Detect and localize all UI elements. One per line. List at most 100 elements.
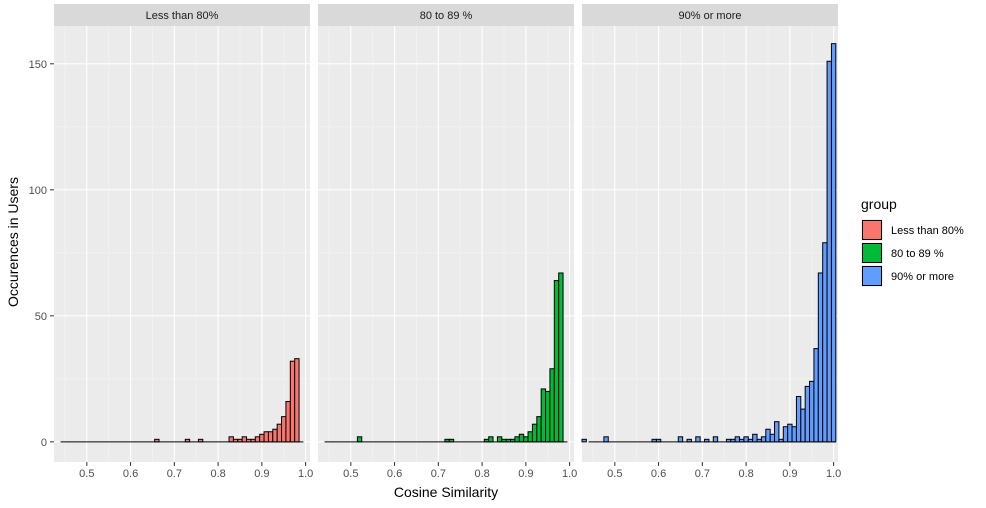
panel-1: Less than 80% 0.5 0.6 0.7 0.8 0.9 1.0 — [54, 4, 313, 480]
x-tick-label: 0.7 — [431, 468, 446, 480]
histogram-bar — [276, 423, 283, 443]
histogram-bar — [787, 423, 793, 443]
histogram-bar — [752, 433, 758, 443]
x-tick-label: 0.5 — [343, 468, 358, 480]
y-tick-label: 50 — [35, 311, 47, 323]
y-axis-title: Occurences in Users — [5, 177, 21, 307]
histogram-bar — [769, 433, 776, 443]
histogram-bar — [778, 438, 784, 443]
histogram-bar — [730, 438, 736, 443]
histogram-bar — [540, 388, 547, 443]
x-tick-label: 0.9 — [254, 468, 269, 480]
x-tick-label: 0.6 — [651, 468, 666, 480]
legend: group Less than 80% 80 to 89 % 90% or more — [861, 196, 964, 287]
histogram-bar — [603, 436, 609, 443]
histogram-bar — [695, 436, 701, 443]
histogram-bar — [677, 436, 684, 443]
x-tick-label: 0.8 — [210, 468, 225, 480]
histogram-bar — [725, 438, 732, 443]
histogram-bar — [197, 438, 204, 443]
histogram-bar — [505, 438, 512, 443]
histogram-bar — [232, 438, 239, 443]
x-tick-label: 0.9 — [782, 468, 797, 480]
legend-item: Less than 80% — [861, 219, 964, 241]
histogram-bar — [712, 436, 719, 443]
panel-3: 90% or more 0.5 0.6 0.7 0.8 0.9 1.0 — [581, 4, 841, 480]
x-tick-label: 0.6 — [387, 468, 402, 480]
histogram-bar — [294, 358, 300, 443]
histogram-bar — [246, 438, 252, 443]
histogram-bar — [184, 438, 191, 443]
histogram-bar — [527, 431, 533, 443]
legend-label: Less than 80% — [891, 225, 964, 237]
histogram-bar — [655, 438, 662, 443]
facet-strip-label: 80 to 89 % — [420, 10, 473, 22]
panel-background — [54, 26, 310, 462]
histogram-bar — [791, 426, 797, 443]
histogram-bar — [822, 242, 828, 443]
panel-background — [318, 26, 574, 462]
x-tick-label: 1.0 — [826, 468, 841, 480]
x-tick-label: 0.5 — [79, 468, 94, 480]
legend-swatch — [862, 243, 882, 263]
x-tick-label: 0.7 — [695, 468, 710, 480]
legend-label: 90% or more — [891, 271, 954, 283]
x-tick-label: 1.0 — [298, 468, 313, 480]
legend-item: 80 to 89 % — [861, 242, 944, 264]
x-axis-title: Cosine Similarity — [394, 484, 498, 500]
facet-strip — [582, 4, 838, 26]
histogram-bar — [813, 348, 819, 443]
y-tick-label: 0 — [41, 437, 47, 449]
histogram-bar — [285, 401, 291, 443]
x-tick-label: 1.0 — [562, 468, 577, 480]
histogram-bar — [272, 428, 278, 443]
histogram-bar — [651, 438, 657, 443]
histogram-bar — [804, 385, 811, 443]
y-axis: 0 50 100 150 — [29, 59, 54, 449]
legend-title: group — [861, 196, 897, 212]
histogram-bar — [501, 438, 507, 443]
legend-swatch — [862, 266, 882, 286]
histogram-bar — [496, 436, 503, 443]
legend-swatch — [862, 220, 882, 240]
histogram-bar — [686, 438, 692, 443]
histogram-bar — [510, 438, 516, 443]
histogram-bar — [483, 438, 490, 443]
histogram-bar — [739, 438, 745, 443]
histogram-bar — [545, 390, 551, 443]
histogram-bar — [356, 436, 363, 443]
histogram-bar — [581, 438, 587, 443]
histogram-bar — [531, 423, 538, 443]
panel-2: 80 to 89 % 0.5 0.6 0.7 0.8 0.9 1.0 — [318, 4, 577, 480]
histogram-bar — [228, 436, 234, 443]
histogram-bar — [444, 438, 450, 443]
histogram-bar — [289, 360, 296, 443]
x-tick-label: 0.5 — [607, 468, 622, 480]
histogram-bar — [241, 436, 248, 443]
legend-item: 90% or more — [861, 265, 954, 287]
histogram-bar — [250, 438, 256, 443]
histogram-bar — [734, 436, 741, 443]
histogram-bar — [795, 395, 802, 443]
legend-label: 80 to 89 % — [891, 248, 944, 260]
facet-strip-label: 90% or more — [679, 10, 742, 22]
x-tick-label: 0.6 — [123, 468, 138, 480]
histogram-bar — [259, 433, 265, 443]
facet-strip — [54, 4, 310, 26]
x-tick-label: 0.8 — [738, 468, 753, 480]
histogram-bar — [281, 416, 287, 443]
histogram-bar — [154, 438, 160, 443]
histogram-bar — [782, 426, 789, 443]
histogram-bar — [830, 43, 837, 443]
histogram-bar — [549, 368, 555, 443]
histogram-bar — [488, 436, 494, 443]
histogram-bar — [553, 280, 560, 443]
histogram-bar — [704, 438, 710, 443]
histogram-bar — [518, 433, 525, 443]
x-tick-label: 0.8 — [474, 468, 489, 480]
histogram-bar — [800, 408, 806, 443]
histogram-bar — [254, 436, 261, 443]
facet-strip — [318, 4, 574, 26]
histogram-bar — [514, 436, 520, 443]
